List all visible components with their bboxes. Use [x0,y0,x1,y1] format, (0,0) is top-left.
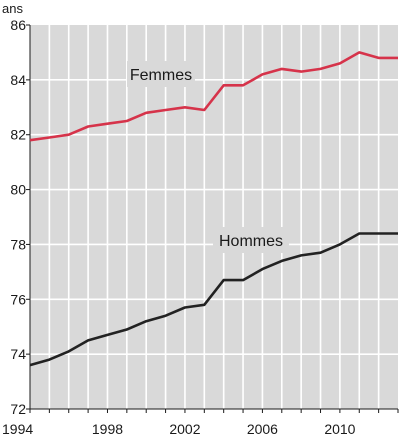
series-labels: Femmes Hommes [127,61,289,253]
series-label-hommes: Hommes [219,233,283,250]
x-tick-label: 2002 [169,421,200,437]
y-tick-label: 72 [10,401,26,417]
x-axis-ticks: 1994 1998 2002 2006 2010 [2,409,399,437]
plot-area [30,25,398,409]
x-tick-label: 1994 [2,421,33,437]
y-axis-unit-label: ans [2,1,23,16]
x-tick-label: 2006 [247,421,278,437]
y-tick-label: 86 [10,17,26,33]
grid-lines [30,25,398,409]
series-label-femmes: Femmes [130,67,192,84]
series-lines [29,51,398,367]
y-tick-label: 74 [10,346,26,362]
y-axis-ticks: 72 74 76 78 80 82 84 86 [10,17,30,417]
y-tick-label: 76 [10,291,26,307]
y-tick-label: 82 [10,127,26,143]
y-tick-label: 80 [10,182,26,198]
y-tick-label: 84 [10,72,26,88]
series-label-box [127,61,195,87]
series-line-hommes [29,232,398,367]
series-label-box [213,227,289,253]
x-tick-label: 1998 [92,421,123,437]
x-tick-label: 2010 [324,421,355,437]
y-tick-label: 78 [10,236,26,252]
series-line-femmes [29,51,398,142]
axes [29,25,398,410]
